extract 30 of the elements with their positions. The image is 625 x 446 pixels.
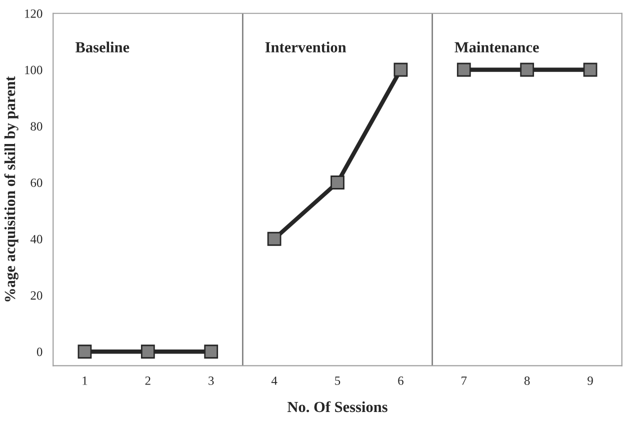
y-tick-label: 120 bbox=[25, 9, 42, 18]
y-tick-label: 80 bbox=[30, 122, 42, 131]
y-tick-label: 100 bbox=[25, 66, 42, 74]
annotation: Baseline bbox=[75, 42, 130, 52]
x-tick-label: 7 bbox=[462, 376, 467, 385]
y-tick-label: 20 bbox=[30, 291, 42, 300]
y-axis-title: %age acquisition of skill by parent bbox=[4, 76, 18, 302]
point bbox=[456, 62, 471, 77]
annotation: Intervention bbox=[265, 42, 346, 52]
point bbox=[583, 62, 598, 77]
point bbox=[78, 344, 92, 359]
y-tick-label: 0 bbox=[36, 348, 42, 356]
annotation: Maintenance bbox=[454, 42, 539, 52]
y-tick-label: 40 bbox=[30, 234, 42, 244]
x-tick-label: 5 bbox=[335, 376, 340, 385]
x-tick-label: 2 bbox=[145, 376, 150, 385]
point bbox=[140, 344, 155, 359]
point bbox=[394, 62, 408, 77]
y-tick-label: 60 bbox=[30, 178, 42, 187]
point bbox=[520, 62, 534, 77]
x-axis-title: No. Of Sessions bbox=[287, 401, 388, 412]
x-tick-label: 6 bbox=[398, 376, 404, 385]
x-tick-label: 3 bbox=[208, 376, 214, 385]
x-tick-label: 4 bbox=[271, 376, 278, 385]
x-tick-label: 8 bbox=[524, 376, 530, 385]
x-tick-label: 1 bbox=[82, 376, 88, 385]
point bbox=[204, 344, 218, 359]
point bbox=[330, 176, 344, 190]
x-tick-label: 9 bbox=[588, 376, 593, 385]
point bbox=[267, 232, 282, 246]
